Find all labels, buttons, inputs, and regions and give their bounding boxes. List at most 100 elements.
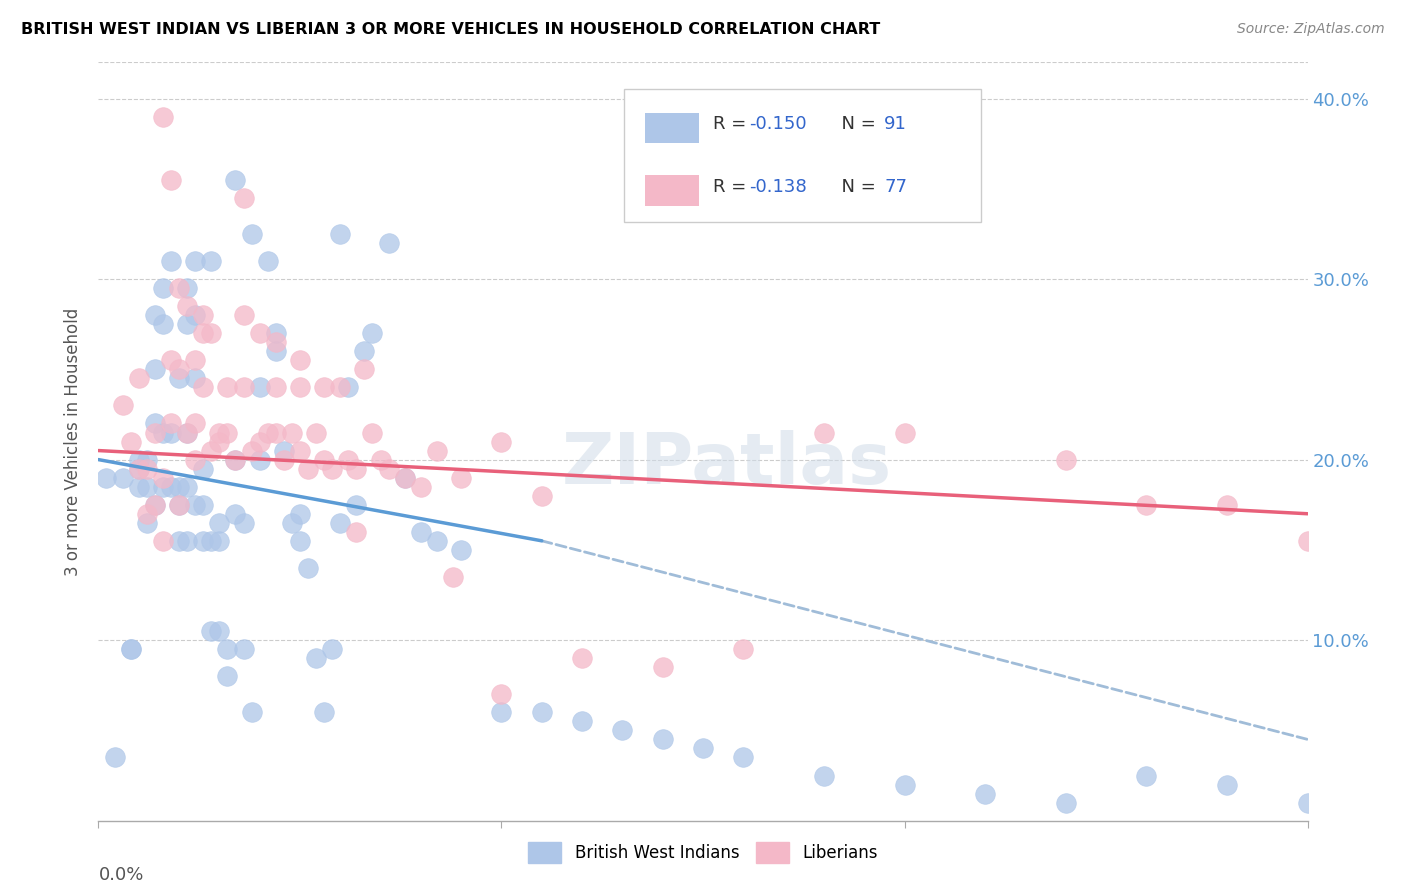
Point [733, 750, 755, 764]
Point [152, 470, 174, 484]
Point [184, 308, 207, 322]
Text: -0.150: -0.150 [749, 115, 807, 133]
Y-axis label: 3 or more Vehicles in Household: 3 or more Vehicles in Household [65, 308, 83, 575]
Point [143, 498, 166, 512]
Point [450, 470, 472, 484]
Point [426, 533, 449, 548]
Point [273, 452, 295, 467]
Point [167, 498, 190, 512]
Point [450, 542, 472, 557]
Point [240, 443, 263, 458]
Point [651, 660, 673, 674]
Point [353, 344, 375, 359]
Point [160, 417, 183, 431]
Point [200, 254, 222, 268]
Text: N =: N = [830, 178, 882, 195]
Point [217, 669, 239, 683]
Point [813, 768, 835, 782]
Point [176, 425, 198, 440]
Point [264, 344, 287, 359]
Point [135, 461, 157, 475]
Point [176, 425, 198, 440]
Point [491, 687, 513, 701]
Point [1054, 796, 1077, 810]
Point [409, 480, 432, 494]
Point [361, 326, 384, 341]
Bar [645, 175, 699, 205]
Point [152, 425, 174, 440]
Point [377, 461, 399, 475]
Point [184, 254, 207, 268]
Point [232, 308, 254, 322]
Point [143, 362, 166, 376]
Point [208, 434, 231, 449]
Point [1216, 498, 1239, 512]
Point [249, 452, 271, 467]
Point [128, 371, 150, 385]
Point [232, 191, 254, 205]
Point [297, 561, 319, 575]
Point [612, 723, 634, 738]
Point [135, 480, 157, 494]
Point [1135, 768, 1157, 782]
Point [249, 434, 271, 449]
Point [329, 227, 352, 241]
Point [193, 498, 215, 512]
Point [305, 425, 328, 440]
Point [208, 516, 231, 530]
Legend: British West Indians, Liberians: British West Indians, Liberians [522, 836, 884, 869]
Point [281, 425, 304, 440]
Point [193, 308, 215, 322]
Point [249, 380, 271, 394]
Point [167, 362, 190, 376]
Point [143, 417, 166, 431]
Bar [645, 112, 699, 143]
Point [184, 417, 207, 431]
Point [232, 380, 254, 394]
Text: N =: N = [830, 115, 882, 133]
Point [264, 326, 287, 341]
FancyBboxPatch shape [624, 89, 981, 222]
Point [426, 443, 449, 458]
Text: 0.0%: 0.0% [98, 866, 143, 884]
Point [1296, 533, 1319, 548]
Point [1135, 498, 1157, 512]
Text: R =: R = [713, 115, 752, 133]
Point [314, 706, 336, 720]
Point [337, 452, 360, 467]
Point [240, 706, 263, 720]
Point [160, 173, 183, 187]
Point [128, 461, 150, 475]
Point [288, 353, 311, 368]
Point [200, 624, 222, 639]
Point [651, 732, 673, 747]
Point [135, 452, 157, 467]
Point [377, 235, 399, 250]
Point [491, 434, 513, 449]
Point [893, 778, 915, 792]
Point [96, 470, 118, 484]
Point [152, 110, 174, 124]
Point [1054, 452, 1077, 467]
Point [288, 380, 311, 394]
Point [167, 480, 190, 494]
Point [813, 425, 835, 440]
Point [200, 326, 222, 341]
Point [530, 706, 553, 720]
Point [184, 353, 207, 368]
Point [394, 470, 416, 484]
Point [193, 533, 215, 548]
Point [370, 452, 392, 467]
Point [240, 227, 263, 241]
Point [143, 425, 166, 440]
Point [152, 480, 174, 494]
Point [152, 281, 174, 295]
Point [224, 452, 246, 467]
Point [103, 750, 125, 764]
Point [128, 452, 150, 467]
Point [344, 524, 367, 539]
Point [571, 651, 593, 665]
Point [321, 461, 343, 475]
Point [176, 317, 198, 331]
Point [288, 507, 311, 521]
